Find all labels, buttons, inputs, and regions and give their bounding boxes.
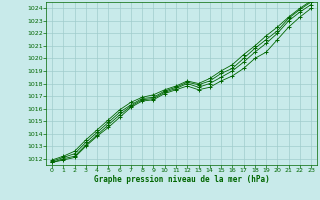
X-axis label: Graphe pression niveau de la mer (hPa): Graphe pression niveau de la mer (hPa) xyxy=(94,175,269,184)
